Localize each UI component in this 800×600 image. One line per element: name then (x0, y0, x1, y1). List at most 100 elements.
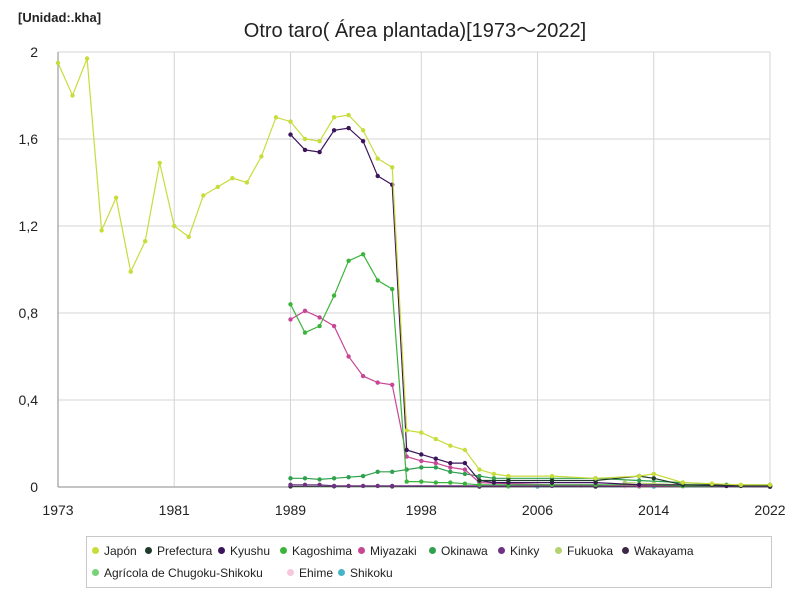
data-point-miyazaki (288, 317, 293, 322)
data-point-japon (288, 119, 293, 124)
data-point-japon (201, 193, 206, 198)
data-point-japon (215, 184, 220, 190)
data-point-kinky (302, 482, 308, 487)
data-point-kyushu (375, 173, 380, 179)
legend-label: Japón (104, 543, 137, 558)
data-point-kinky (390, 483, 395, 489)
y-tick-label: 0,4 (19, 392, 39, 408)
data-point-japon (346, 112, 351, 118)
data-point-okinawa (375, 469, 380, 474)
data-point-kagoshima (375, 278, 380, 283)
grid-lines (57, 51, 771, 488)
data-point-prefectura (477, 478, 482, 483)
data-point-kinky (360, 483, 366, 489)
data-point-kagoshima (448, 480, 453, 485)
legend-item-fukuoka: Fukuoka (555, 543, 613, 558)
data-point-japon (477, 467, 482, 472)
data-point-kyushu (288, 132, 293, 137)
data-point-japon (360, 128, 366, 133)
legend-item-kinky: Kinky (498, 543, 539, 558)
x-tick-label: 1989 (275, 502, 306, 518)
series-line-okinawa (290, 466, 770, 486)
legend-marker-shikoku (338, 569, 345, 577)
data-point-okinawa (491, 476, 497, 481)
data-point-kyushu (317, 149, 322, 155)
data-point-kyushu (433, 456, 438, 461)
data-point-kyushu (360, 139, 366, 144)
legend-label: Kagoshima (292, 543, 353, 558)
data-point-kagoshima (433, 480, 438, 485)
data-point-japon (491, 471, 497, 477)
data-point-kagoshima (360, 252, 366, 257)
data-point-miyazaki (462, 467, 468, 472)
legend-marker-kyushu (218, 547, 225, 555)
data-point-okinawa (433, 465, 438, 470)
x-tick-label: 1981 (159, 502, 190, 518)
data-point-japon (99, 228, 104, 233)
legend-item-wakayama: Wakayama (622, 543, 694, 558)
data-point-miyazaki (375, 380, 380, 385)
series-line-kinky (290, 484, 771, 488)
data-point-japon (404, 428, 409, 433)
data-point-japon (113, 195, 119, 200)
y-tick-label: 1,2 (19, 218, 39, 234)
legend-marker-kagoshima (280, 547, 287, 555)
y-tick-label: 0,8 (19, 305, 39, 321)
data-point-kyushu (462, 460, 468, 466)
legend-label: Okinawa (441, 543, 488, 558)
data-point-japon (448, 443, 453, 448)
legend-label: Wakayama (634, 543, 694, 558)
data-point-kagoshima (302, 330, 308, 335)
series-line-kagoshima (289, 253, 770, 487)
data-point-japon (273, 115, 279, 120)
data-point-japon (593, 476, 598, 481)
data-point-kyushu (637, 482, 642, 487)
data-point-japon (172, 223, 177, 229)
data-point-japon (186, 234, 191, 240)
data-point-japon (433, 436, 438, 442)
data-point-japon (462, 447, 468, 453)
legend-label: Prefectura (157, 543, 213, 558)
legend-item-prefectura: Prefectura (145, 543, 212, 558)
data-point-kagoshima (404, 479, 409, 484)
chart-title: Otro taro( Área plantada)[1973～2022] (243, 20, 587, 42)
y-tick-label: 0 (30, 479, 38, 495)
data-point-okinawa (477, 473, 482, 479)
data-point-miyazaki (302, 308, 308, 313)
x-tick-label: 2022 (754, 502, 785, 518)
data-point-japon (767, 482, 773, 487)
data-point-japon (143, 239, 148, 244)
legend-item-miyazaki: Miyazaki (358, 543, 417, 558)
data-point-japon (549, 473, 555, 479)
legend: Japón Prefectura Kyushu Kagoshima Miyazaki Ok… (86, 536, 772, 588)
legend-item-okinawa: Okinawa (429, 543, 488, 558)
data-point-kyushu (448, 460, 453, 466)
data-point-japon (506, 473, 511, 479)
data-point-miyazaki (360, 373, 366, 379)
tick-labels: 0 0,4 0,8 1,2 1,6 2 1973 1981 1989 1998 2006 2014 20… (19, 44, 786, 518)
data-point-kinky (288, 482, 293, 487)
legend-marker-miyazaki (358, 547, 365, 555)
data-point-miyazaki (331, 323, 337, 329)
data-point-japon (738, 482, 744, 487)
legend-label: Kyushu (230, 543, 271, 558)
legend-marker-kinky (498, 547, 505, 555)
data-point-okinawa (302, 476, 308, 481)
data-point-okinawa (448, 469, 453, 474)
legend-marker-agricola-de-chugoku-shikoku (92, 569, 99, 577)
data-point-prefectura (506, 478, 511, 483)
legend-item-kagoshima: Kagoshima (280, 543, 352, 558)
data-point-kinky (317, 482, 322, 487)
data-point-kagoshima (419, 479, 424, 484)
data-point-japon (302, 136, 308, 142)
data-point-kinky (375, 483, 380, 489)
data-point-kagoshima (317, 323, 322, 329)
legend-marker-prefectura (145, 547, 152, 555)
data-point-japon (375, 156, 380, 161)
data-point-japon (259, 154, 264, 159)
legend-marker-ehime (287, 569, 294, 577)
data-point-okinawa (346, 475, 351, 480)
legend-item-kyushu: Kyushu (218, 543, 270, 558)
data-point-japon (709, 481, 715, 486)
unit-label: [Unidad:.kha] (18, 10, 102, 25)
